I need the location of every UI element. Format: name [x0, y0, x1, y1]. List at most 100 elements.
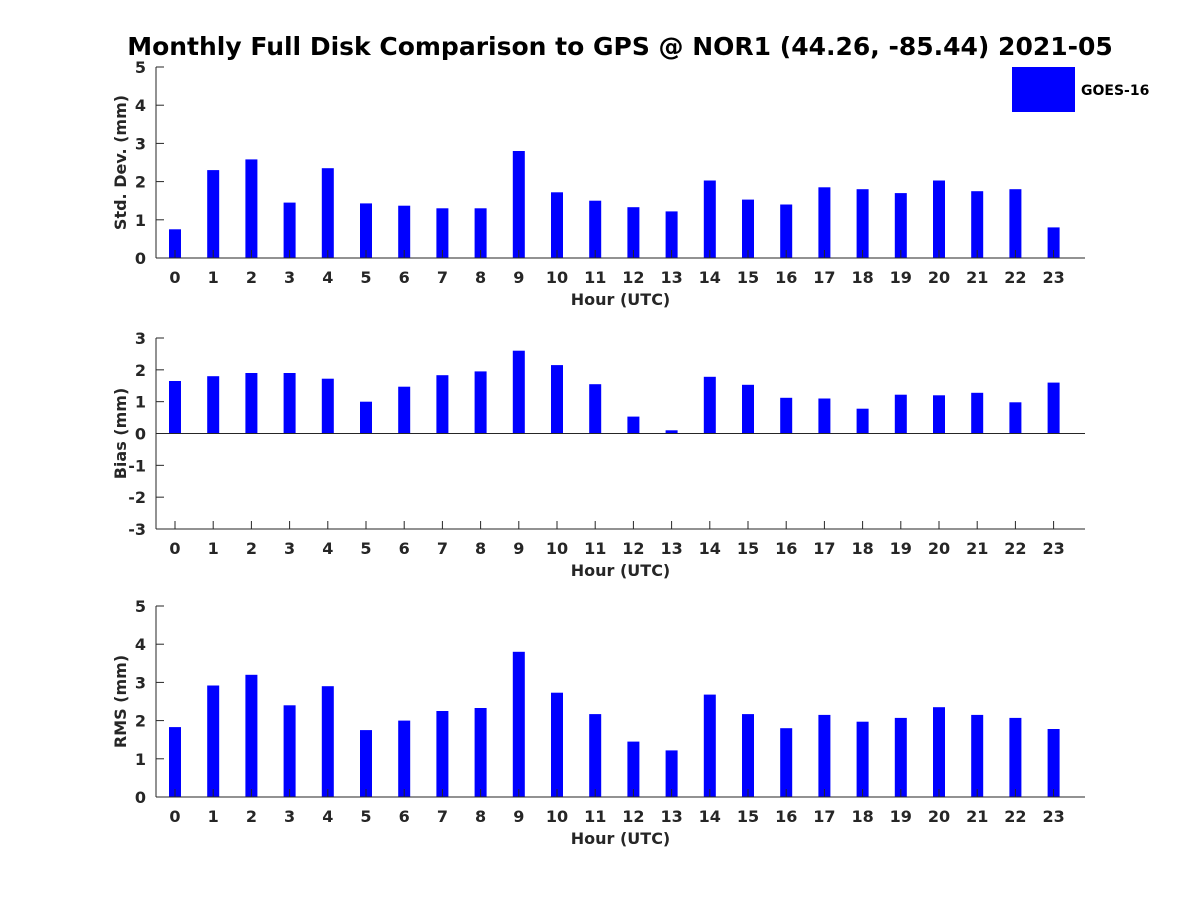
y-axis-label: Bias (mm) [111, 388, 130, 480]
x-tick-label: 7 [437, 539, 448, 558]
x-tick-label: 2 [246, 268, 257, 287]
y-tick-label: 1 [135, 750, 146, 769]
y-tick-label: 4 [135, 635, 146, 654]
x-tick-label: 13 [660, 807, 682, 826]
y-tick-label: 1 [135, 211, 146, 230]
y-tick-label: 2 [135, 173, 146, 192]
x-tick-label: 0 [169, 539, 180, 558]
x-tick-label: 10 [546, 268, 568, 287]
x-tick-label: 19 [890, 539, 912, 558]
x-tick-label: 3 [284, 807, 295, 826]
legend-swatch-goes-16 [1012, 67, 1075, 112]
bar-panel2-hour-7 [436, 375, 449, 434]
x-tick-label: 23 [1042, 807, 1064, 826]
bar-panel1-hour-3 [283, 202, 296, 258]
x-tick-label: 4 [322, 807, 333, 826]
bar-panel1-hour-12 [627, 207, 640, 258]
bar-panel1-hour-1 [207, 170, 220, 258]
x-tick-label: 0 [169, 807, 180, 826]
x-tick-label: 2 [246, 539, 257, 558]
x-tick-label: 19 [890, 268, 912, 287]
chart-title: Monthly Full Disk Comparison to GPS @ NO… [127, 32, 1113, 61]
x-tick-label: 7 [437, 807, 448, 826]
bar-panel3-hour-15 [742, 714, 754, 797]
bar-panel2-hour-4 [321, 378, 334, 434]
x-tick-label: 18 [851, 539, 873, 558]
bar-panel1-hour-0 [169, 229, 181, 258]
bar-panel1-hour-10 [551, 192, 563, 258]
x-tick-label: 4 [322, 268, 333, 287]
x-tick-label: 0 [169, 268, 180, 287]
x-tick-label: 4 [322, 539, 333, 558]
x-tick-label: 21 [966, 807, 988, 826]
x-tick-label: 14 [699, 539, 721, 558]
bar-panel1-hour-5 [360, 203, 372, 258]
x-tick-label: 22 [1004, 539, 1026, 558]
x-tick-label: 6 [399, 807, 410, 826]
bar-panel2-hour-6 [398, 386, 411, 434]
bar-panel3-hour-3 [283, 705, 296, 797]
x-tick-label: 10 [546, 807, 568, 826]
chart-legend: GOES-16 [1012, 67, 1149, 112]
bar-panel3-hour-22 [1009, 717, 1022, 797]
bar-panel1-hour-18 [856, 189, 869, 258]
x-tick-label: 6 [399, 268, 410, 287]
x-tick-label: 8 [475, 807, 486, 826]
y-tick-label: 2 [135, 361, 146, 380]
bar-panel3-hour-18 [856, 721, 869, 797]
x-tick-label: 15 [737, 539, 759, 558]
bar-panel1-hour-7 [436, 208, 449, 258]
bar-panel3-hour-9 [512, 651, 525, 797]
bar-panel2-hour-18 [856, 408, 869, 434]
y-tick-label: -3 [128, 520, 146, 539]
bar-panel1-hour-6 [398, 205, 411, 258]
x-tick-label: 9 [513, 807, 524, 826]
x-tick-label: 9 [513, 539, 524, 558]
x-tick-label: 9 [513, 268, 524, 287]
bar-panel1-hour-19 [894, 193, 907, 258]
bar-panel2-hour-23 [1047, 382, 1060, 434]
x-axis-label: Hour (UTC) [571, 829, 671, 848]
bar-panel2-hour-8 [474, 371, 487, 434]
bar-panel3-hour-13 [665, 750, 678, 797]
bar-panel2-hour-16 [780, 397, 793, 434]
x-tick-label: 20 [928, 539, 950, 558]
x-tick-label: 1 [208, 268, 219, 287]
x-tick-label: 12 [622, 539, 644, 558]
x-tick-label: 11 [584, 268, 606, 287]
x-tick-label: 22 [1004, 807, 1026, 826]
bar-panel2-hour-13 [665, 430, 678, 434]
bar-panel2-hour-17 [818, 398, 831, 434]
x-tick-label: 11 [584, 539, 606, 558]
y-tick-label: 0 [135, 249, 146, 268]
y-tick-label: 2 [135, 712, 146, 731]
bar-panel2-hour-20 [933, 395, 945, 434]
y-tick-label: 3 [135, 673, 146, 692]
x-tick-label: 13 [660, 539, 682, 558]
bar-panel2-hour-3 [283, 373, 296, 434]
bar-panel3-hour-16 [780, 728, 793, 797]
x-tick-label: 8 [475, 539, 486, 558]
bar-panel2-hour-14 [703, 376, 716, 434]
x-tick-label: 13 [660, 268, 682, 287]
bar-panel2-hour-2 [245, 373, 258, 434]
x-tick-label: 20 [928, 807, 950, 826]
bar-panel2-hour-10 [551, 365, 563, 434]
bar-panel3-hour-8 [474, 708, 487, 797]
bar-panel3-hour-7 [436, 711, 449, 797]
bar-panel3-hour-21 [971, 714, 984, 797]
bar-panel1-hour-13 [665, 211, 678, 258]
x-tick-label: 16 [775, 807, 797, 826]
bar-panel3-hour-17 [818, 714, 831, 797]
bar-panel3-hour-5 [360, 730, 372, 797]
bar-panel2-hour-0 [169, 381, 181, 434]
bar-panel3-hour-10 [551, 692, 563, 797]
x-tick-label: 14 [699, 807, 721, 826]
y-tick-label: 3 [135, 134, 146, 153]
x-axis-label: Hour (UTC) [571, 290, 671, 309]
